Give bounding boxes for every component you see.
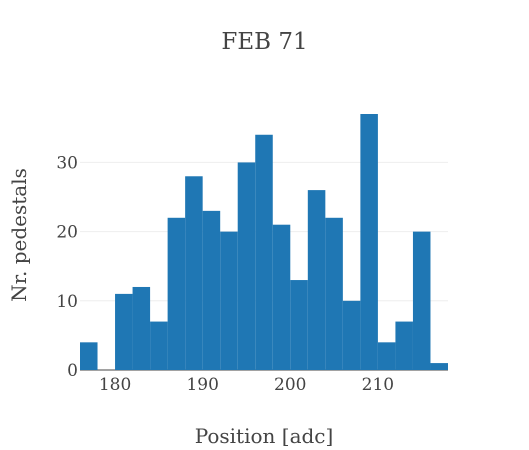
x-tick-label-0: 180 xyxy=(99,375,131,395)
histogram-bar-15 xyxy=(342,300,361,370)
y-tick-label-1: 10 xyxy=(56,292,78,312)
histogram-bar-14 xyxy=(325,217,343,370)
histogram-bar-7 xyxy=(202,210,221,370)
x-axis-label: Position [adc] xyxy=(195,424,334,448)
x-tick-label-3: 210 xyxy=(362,375,394,395)
histogram-bar-11 xyxy=(272,224,291,370)
y-axis-label: Nr. pedestals xyxy=(7,168,31,302)
histogram-bar-2 xyxy=(115,293,133,370)
histogram-bar-17 xyxy=(377,342,396,370)
histogram-bar-6 xyxy=(185,176,203,370)
bar-layer xyxy=(80,114,448,370)
x-tick-label-1: 190 xyxy=(186,375,218,395)
histogram-bar-5 xyxy=(167,217,186,370)
histogram-bar-19 xyxy=(412,231,431,370)
histogram-bar-12 xyxy=(290,280,308,370)
histogram-bar-10 xyxy=(255,134,273,370)
y-tick-label-3: 30 xyxy=(56,153,78,173)
histogram-bar-0 xyxy=(80,342,98,370)
histogram-bar-18 xyxy=(395,321,413,370)
x-tick-label-2: 200 xyxy=(274,375,306,395)
histogram-bar-13 xyxy=(307,190,326,370)
histogram-bar-20 xyxy=(430,363,448,370)
tick-layer: 180 190 200 210 0 10 20 30 xyxy=(56,153,394,395)
histogram-bar-9 xyxy=(237,162,256,370)
histogram-bar-16 xyxy=(360,114,378,370)
histogram-bar-8 xyxy=(220,231,238,370)
histogram-bar-4 xyxy=(150,321,168,370)
chart-title: FEB 71 xyxy=(221,29,307,55)
y-tick-label-2: 20 xyxy=(56,223,78,243)
histogram-bar-3 xyxy=(132,286,151,370)
y-tick-label-0: 0 xyxy=(67,361,78,381)
